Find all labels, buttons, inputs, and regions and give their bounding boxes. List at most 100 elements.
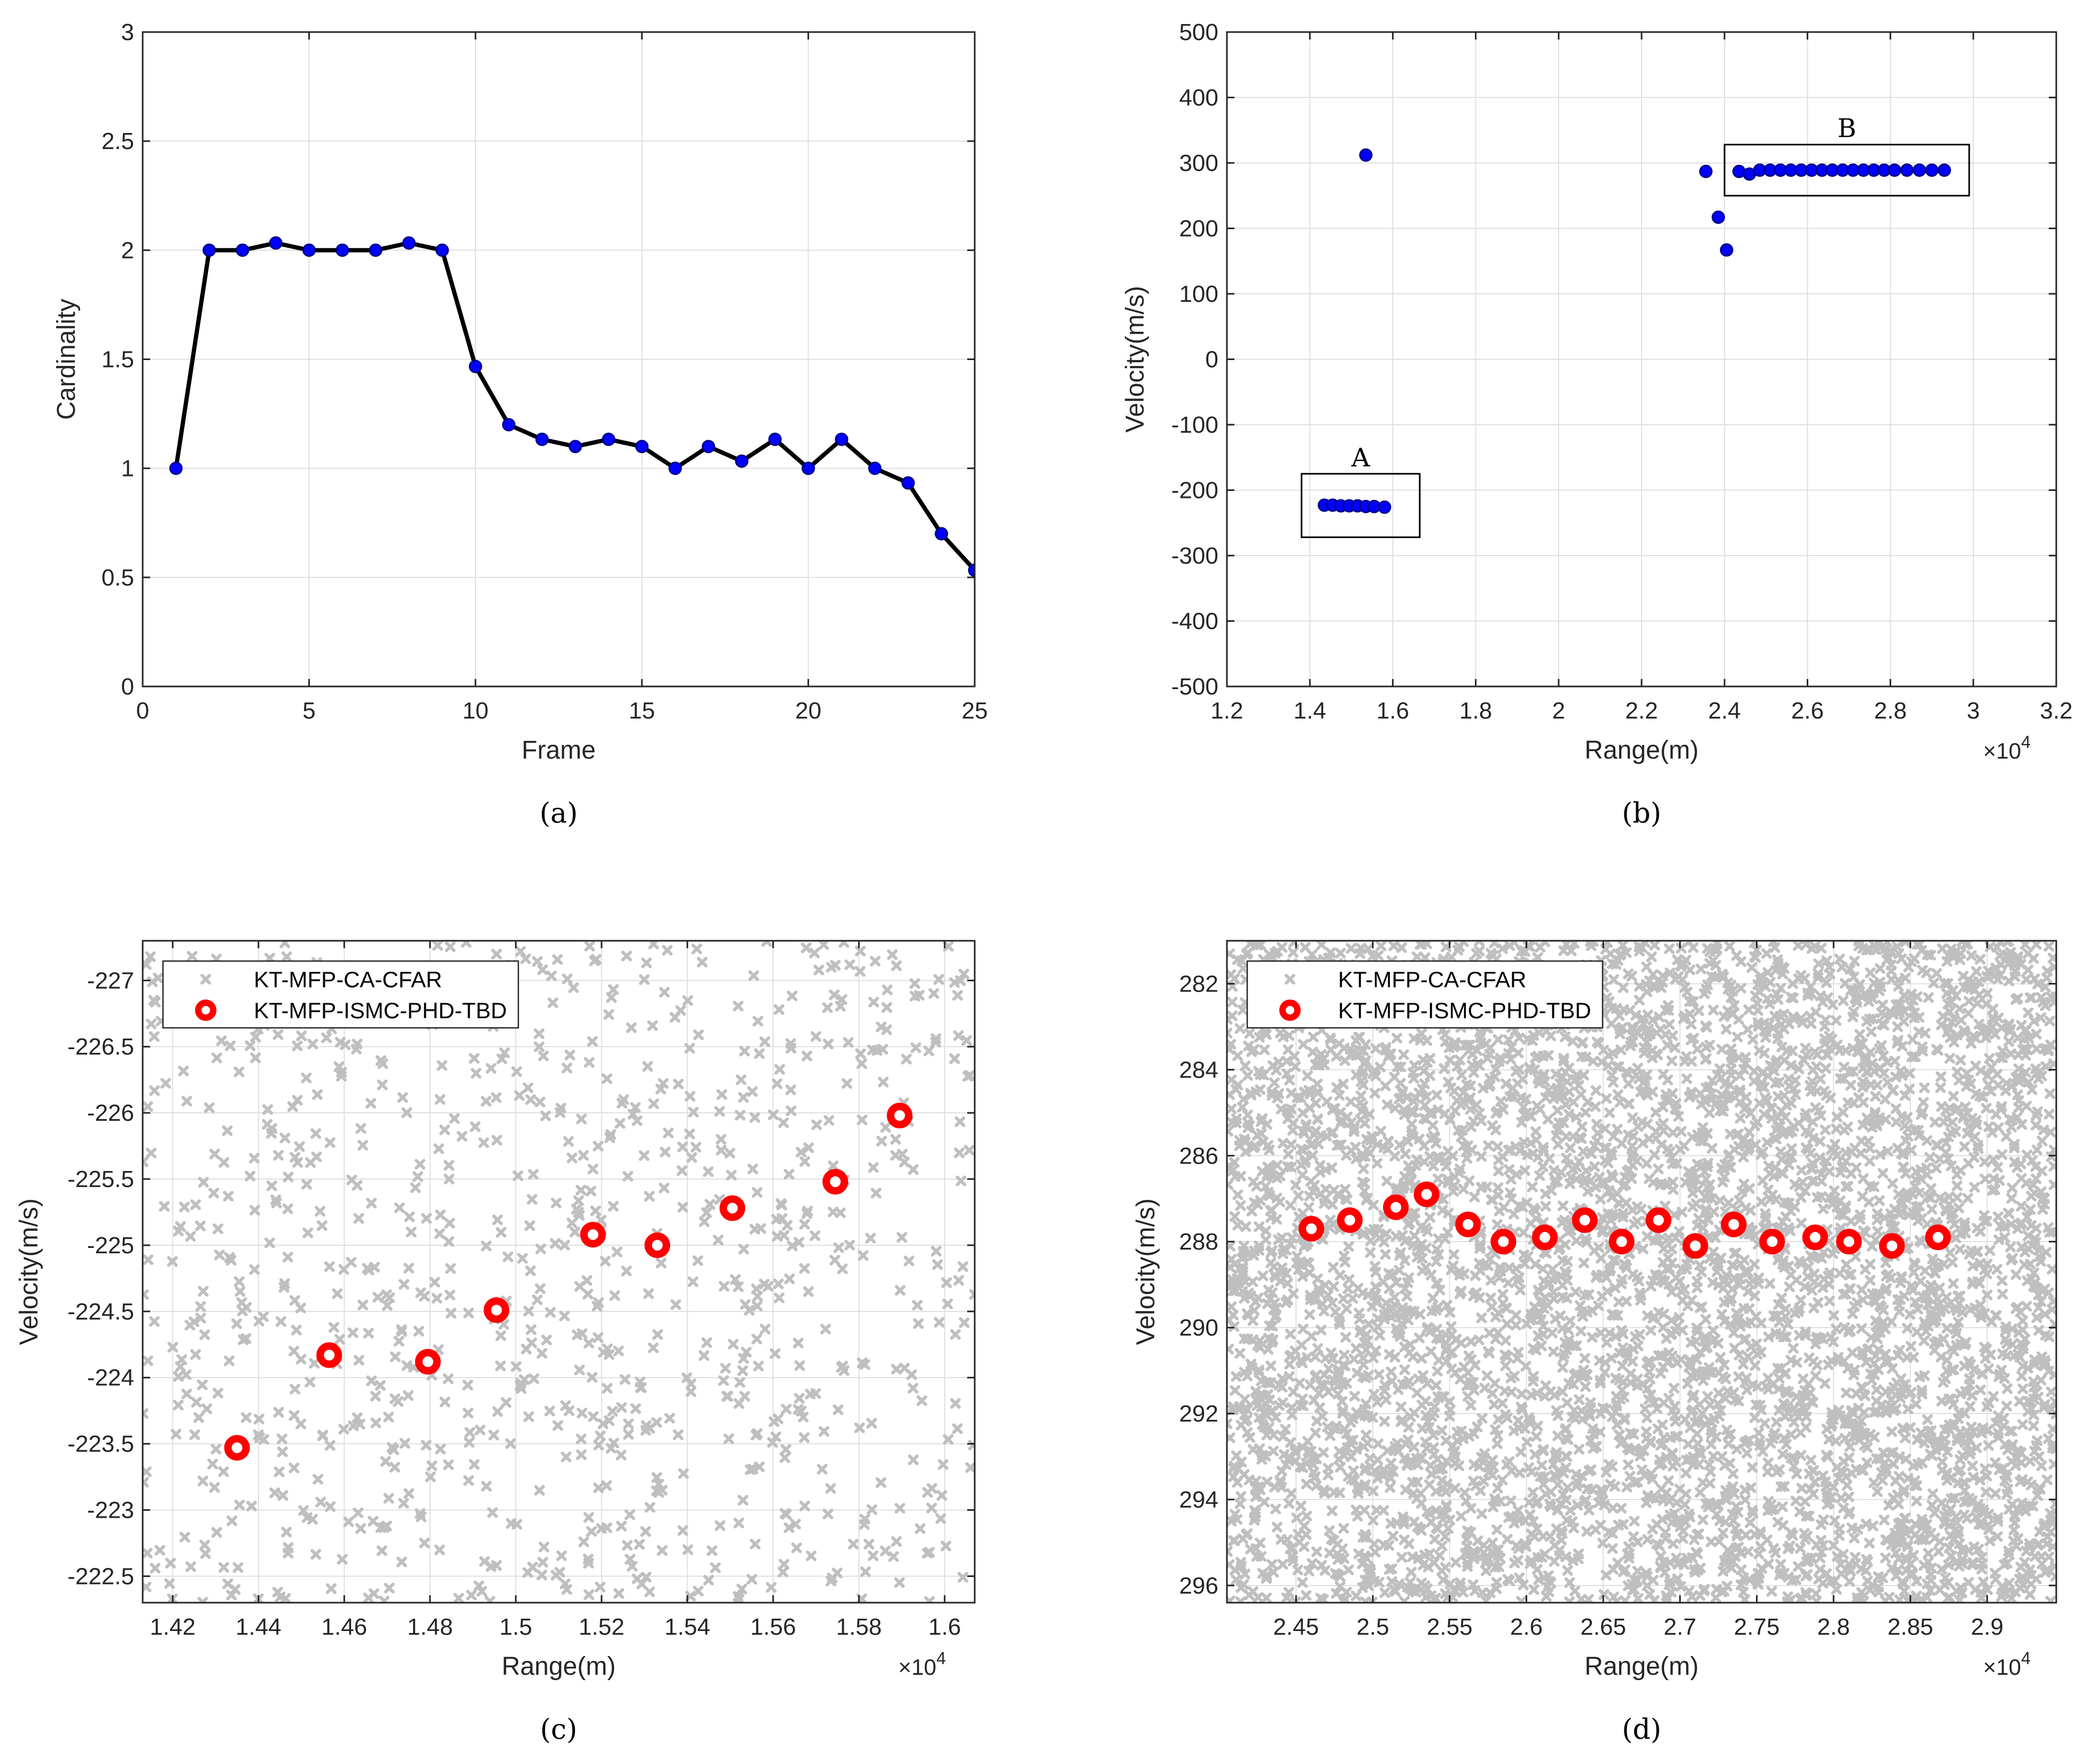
x-tick-label: 1.56 xyxy=(750,1614,796,1640)
x-axis-label: Frame xyxy=(522,736,596,764)
axes-frame xyxy=(1226,940,2057,1604)
panel-b: AB1.2 1.4 1.6 1.8 2 2.2 2.4 2.6 2.8 3 3.2-500-400-… xyxy=(1121,19,2073,830)
data-point xyxy=(1378,500,1392,514)
data-point xyxy=(302,243,316,257)
x-tick-label: 1.52 xyxy=(579,1614,625,1640)
y-tick-label: 3 xyxy=(121,19,134,45)
x-tick-label: 2.45 xyxy=(1273,1614,1319,1640)
estimate-point xyxy=(1645,1207,1672,1233)
data-point xyxy=(935,527,949,541)
data-point xyxy=(1937,163,1951,177)
x-tick-label: 2.8 xyxy=(1874,698,1907,724)
estimate-point xyxy=(1682,1233,1708,1259)
detection-crosses xyxy=(1227,941,2056,1603)
data-point xyxy=(1359,148,1373,162)
y-tick-label: 100 xyxy=(1179,281,1218,307)
legend-box xyxy=(162,960,519,1029)
x-tick-label: 2 xyxy=(1552,698,1565,724)
estimate-point xyxy=(644,1232,671,1258)
estimate-point xyxy=(224,1435,250,1461)
x-tick-label: 1.46 xyxy=(321,1614,367,1640)
data-point xyxy=(203,243,216,257)
x-multiplier: ×104 xyxy=(1983,1649,2031,1680)
x-axis: 1.2 1.4 1.6 1.8 2 2.2 2.4 2.6 2.8 3 3.2 xyxy=(1210,32,2073,724)
legend-label: KT-MFP-ISMC-PHD-TBD xyxy=(1338,998,1591,1023)
x-tick-label: 3 xyxy=(1967,698,1980,724)
data-point xyxy=(602,432,616,446)
data-point xyxy=(1712,210,1725,224)
estimate-point xyxy=(1879,1233,1905,1259)
legend-marker-circle xyxy=(195,1000,216,1021)
y-tick-label: 400 xyxy=(1179,85,1218,111)
x-tick-label: 2.65 xyxy=(1580,1614,1626,1640)
x-tick-label: 1.2 xyxy=(1210,698,1243,724)
data-point xyxy=(735,454,749,468)
data-point xyxy=(169,462,183,475)
x-tick-label: 2.6 xyxy=(1510,1614,1543,1640)
data-point xyxy=(436,243,449,257)
y-axis-label: Cardinality xyxy=(52,299,81,420)
y-tick-label: 290 xyxy=(1179,1315,1218,1341)
x-axis: 2.45 2.5 2.55 2.6 2.65 2.7 2.75 2.8 2.85 2.9 xyxy=(1273,941,2003,1640)
y-tick-label: 1 xyxy=(121,456,134,482)
estimate-point xyxy=(415,1349,441,1375)
x-tick-label: 1.58 xyxy=(836,1614,882,1640)
legend-label: KT-MFP-CA-CFAR xyxy=(1338,967,1526,992)
y-axis-label: Velocity(m/s) xyxy=(1121,286,1149,433)
y-tick-label: 282 xyxy=(1179,971,1218,997)
data-point xyxy=(1699,165,1713,178)
y-tick-label: -225.5 xyxy=(67,1166,134,1192)
annotation-box-A xyxy=(1301,473,1421,538)
legend-box xyxy=(1246,960,1604,1029)
y-tick-label: -222.5 xyxy=(67,1563,134,1589)
y-tick-label: -100 xyxy=(1171,412,1218,438)
y-tick-label: -500 xyxy=(1171,674,1218,700)
y-tick-label: 286 xyxy=(1179,1143,1218,1169)
data-point xyxy=(369,243,383,257)
y-tick-label: 2 xyxy=(121,237,134,263)
data-point xyxy=(901,476,915,490)
x-tick-label: 2.7 xyxy=(1664,1614,1696,1640)
y-tick-label: 296 xyxy=(1179,1573,1218,1599)
x-axis-label: Range(m) xyxy=(1584,1652,1698,1681)
estimate-point xyxy=(484,1297,510,1323)
panel-a: 0 5 10 15 20 25 0 0.5 1 1.5 2 2.5 3 Frame Cardinality (… xyxy=(52,19,988,830)
x-tick-label: 1.54 xyxy=(664,1614,710,1640)
y-tick-label: -226.5 xyxy=(67,1034,134,1060)
y-tick-label: 288 xyxy=(1179,1229,1218,1255)
data-point xyxy=(402,236,416,250)
y-tick-label: -225 xyxy=(87,1232,134,1259)
y-tick-label: -223.5 xyxy=(67,1431,134,1457)
x-tick-label: 2.9 xyxy=(1971,1614,2003,1640)
estimate-point xyxy=(1532,1224,1558,1251)
estimate-point xyxy=(1608,1229,1635,1255)
plot-content xyxy=(1227,941,2056,1603)
data-point xyxy=(968,563,975,577)
y-axis: -500 -400 -300 -200 -100 0 100 200 300 400 500 xyxy=(1171,19,2056,700)
plot-content xyxy=(169,236,975,577)
data-point xyxy=(702,440,716,454)
y-tick-label: -300 xyxy=(1171,543,1218,569)
data-point xyxy=(269,236,283,250)
annotation-label: A xyxy=(1351,443,1371,473)
estimate-point xyxy=(1455,1212,1481,1237)
x-tick-label: 15 xyxy=(629,698,655,724)
x-axis-label: Range(m) xyxy=(502,1652,616,1681)
data-point xyxy=(336,243,349,257)
legend: KT-MFP-CA-CFAR KT-MFP-ISMC-PHD-TBD xyxy=(162,960,519,1029)
estimate-point xyxy=(316,1342,343,1368)
series xyxy=(1299,1181,1951,1259)
x-tick-label: 2.2 xyxy=(1625,698,1658,724)
y-axis: -227 -226.5 -226 -225.5 -225 -224.5 -224 -223.5… xyxy=(67,967,975,1589)
x-tick-label: 1.5 xyxy=(500,1614,532,1640)
y-tick-label: -400 xyxy=(1171,608,1218,635)
axes-frame xyxy=(142,940,976,1604)
estimate-point xyxy=(719,1195,745,1221)
panel-d: 2.45 2.5 2.55 2.6 2.65 2.7 2.75 2.8 2.85 2.928228… xyxy=(1132,940,2057,1746)
y-tick-label: -223 xyxy=(87,1497,134,1524)
x-tick-label: 0 xyxy=(136,698,149,724)
y-tick-label: -224.5 xyxy=(67,1299,134,1325)
estimate-point xyxy=(1413,1181,1440,1207)
x-tick-label: 25 xyxy=(962,698,988,724)
